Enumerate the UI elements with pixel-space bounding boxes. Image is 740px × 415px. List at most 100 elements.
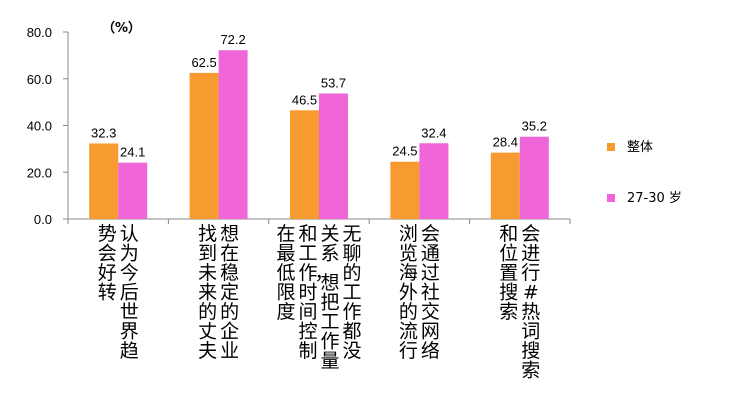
category-label-char: 搜 — [499, 282, 518, 304]
category-label-char: 世 — [120, 301, 139, 323]
category-label-char: 和 — [298, 223, 317, 245]
category-label-char: 丈 — [198, 321, 217, 343]
category-label-char: 界 — [120, 321, 139, 343]
category-label-char: 流 — [399, 321, 418, 343]
category-label-char: 转 — [98, 282, 117, 304]
category-label-char: 作 — [298, 262, 317, 284]
category-label-char: 会 — [421, 223, 440, 245]
category-label-char: 都 — [342, 321, 361, 343]
bar-value-label: 24.5 — [392, 144, 417, 159]
category-label-char: 稳 — [220, 262, 239, 284]
category-label-char: 在 — [220, 243, 239, 265]
category-label-char: 聊 — [342, 243, 361, 265]
bar-value-label: 24.1 — [120, 145, 145, 160]
bar-age-27-30 — [118, 162, 148, 219]
y-tick-label: 20.0 — [27, 165, 52, 180]
category-label-char: 认 — [120, 223, 139, 245]
category-label-char: 没 — [342, 340, 361, 362]
category-label-char: 的 — [198, 301, 217, 323]
legend-label: 整体 — [627, 140, 653, 155]
category-label-char: 海 — [399, 262, 418, 284]
bar-overall — [290, 110, 319, 219]
category-label-char: 工 — [342, 282, 361, 304]
category-label-char: 位 — [499, 243, 518, 265]
category-label-char: 热 — [521, 301, 540, 323]
category-label-char: 网 — [421, 321, 440, 343]
category-label-char: 行 — [521, 262, 540, 284]
category-label-char: 关 — [320, 223, 339, 245]
category-label-char: 会 — [521, 223, 540, 245]
bar-age-27-30 — [319, 93, 348, 219]
category-label-char: 想 — [220, 223, 239, 245]
category-label-char: 置 — [499, 262, 518, 284]
y-tick-label: 40.0 — [27, 119, 52, 134]
bar-value-label: 46.5 — [292, 92, 317, 107]
category-label-char: 行 — [399, 340, 418, 362]
bar-value-label: 32.4 — [421, 125, 446, 140]
legend-swatch — [607, 194, 615, 202]
bar-overall — [490, 152, 520, 219]
category-label-char: 过 — [421, 262, 440, 284]
legend-swatch — [607, 143, 615, 151]
category-label-char: # — [523, 282, 539, 304]
category-label-char: 限 — [276, 282, 295, 304]
category-label-char: 外 — [399, 282, 418, 304]
category-label-char: 的 — [342, 262, 361, 284]
category-label-char: 搜 — [521, 340, 540, 362]
bar-value-label: 32.3 — [91, 125, 116, 140]
category-label-char: 通 — [421, 243, 440, 265]
bar-age-27-30 — [419, 143, 449, 219]
category-label-char: 制 — [298, 340, 317, 362]
category-label-char: 找 — [198, 223, 217, 245]
category-label-char: 未 — [198, 262, 217, 284]
category-label-char: 企 — [220, 321, 239, 343]
category-label-char: 络 — [421, 340, 440, 362]
bar-value-label: 53.7 — [321, 75, 346, 90]
category-label-char: 的 — [399, 301, 418, 323]
category-label-char: ， — [314, 262, 333, 284]
bar-value-label: 72.2 — [220, 32, 245, 47]
category-label-char: 到 — [198, 243, 217, 265]
category-label-char: 和 — [499, 223, 518, 245]
category-label-char: 进 — [521, 243, 540, 265]
bar-value-label: 62.5 — [191, 55, 216, 70]
category-label-char: 今 — [120, 262, 139, 284]
category-label-char: 会 — [98, 243, 117, 265]
category-label-char: 间 — [298, 301, 317, 323]
bar-overall — [189, 72, 219, 219]
category-label-char: 在 — [276, 223, 295, 245]
category-label-char: 最 — [276, 243, 295, 265]
category-label-char: 想 — [320, 272, 339, 294]
bar-age-27-30 — [519, 136, 549, 219]
category-label-char: 定 — [220, 282, 239, 304]
category-label-char: 作 — [320, 330, 339, 352]
category-label-char: 时 — [298, 282, 317, 304]
category-label-char: 社 — [421, 282, 440, 304]
category-label-char: 量 — [320, 350, 339, 372]
category-label-char: 夫 — [198, 340, 217, 362]
bar-value-label: 28.4 — [493, 135, 518, 150]
bar-age-27-30 — [218, 50, 248, 219]
category-label-char: 好 — [98, 262, 117, 284]
y-tick-label: 80.0 — [27, 25, 52, 40]
legend-label: 27-30 岁 — [627, 191, 682, 206]
category-label-char: 词 — [521, 321, 540, 343]
category-label-char: 为 — [120, 243, 139, 265]
category-label-char: 来 — [198, 282, 217, 304]
category-label-char: 低 — [276, 262, 295, 284]
category-label-char: 浏 — [399, 223, 418, 245]
unit-label: （%） — [102, 20, 141, 36]
category-label-char: 览 — [399, 243, 418, 265]
category-label-char: 势 — [98, 223, 117, 245]
category-label-char: 无 — [342, 223, 361, 245]
